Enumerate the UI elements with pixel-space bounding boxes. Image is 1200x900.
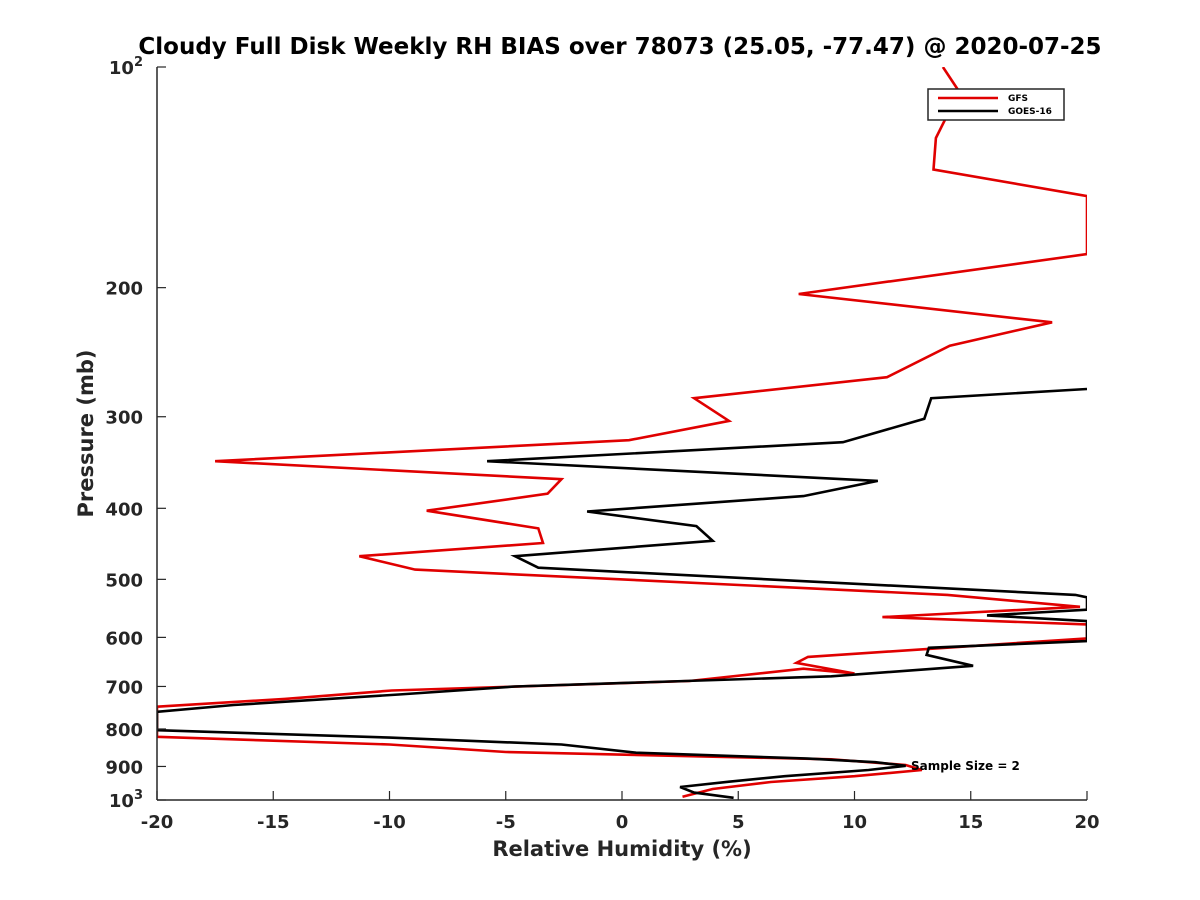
legend-label-gfs: GFS	[1008, 94, 1028, 104]
x-tick-label: 10	[842, 812, 867, 833]
y-tick-label: 102	[109, 55, 143, 79]
plot-area: -20 -15 -10 -5 0 5 10 15 20 102 200 300 400 500 600 700…	[105, 55, 1099, 833]
y-tick-label: 800	[105, 720, 143, 741]
y-tick-label: 500	[105, 570, 143, 591]
y-tick-label: 600	[105, 628, 143, 649]
series-line-gfs	[157, 67, 1087, 799]
y-tick-label: 900	[105, 757, 143, 778]
legend-label-goes-16: GOES-16	[1008, 107, 1052, 117]
y-axis-label: Pressure (mb)	[74, 350, 98, 518]
sample-size-annotation: Sample Size = 2	[911, 759, 1020, 773]
x-tick-label: -15	[257, 812, 290, 833]
legend-box	[927, 88, 1065, 121]
y-tick-label: 400	[105, 499, 143, 520]
x-tick-label: 0	[616, 812, 629, 833]
y-tick-label: 300	[105, 408, 143, 429]
chart-legend: GFS GOES-16	[927, 88, 1065, 121]
x-tick-label: -20	[141, 812, 174, 833]
plot-background	[157, 67, 1087, 800]
series-line-goes-16	[157, 387, 1087, 800]
x-tick-label: 15	[958, 812, 983, 833]
y-tick-label: 103	[109, 788, 143, 812]
x-tick-label: -5	[496, 812, 516, 833]
x-tick-label: -10	[373, 812, 406, 833]
x-tick-label: 5	[732, 812, 745, 833]
series-layer	[157, 67, 1087, 800]
y-tick-label: 200	[105, 279, 143, 300]
axes-layer: -20 -15 -10 -5 0 5 10 15 20 102 200 300 400 500 600 700…	[105, 55, 1099, 833]
x-axis-label: Relative Humidity (%)	[492, 837, 751, 861]
x-tick-label: 20	[1074, 812, 1099, 833]
chart-title: Cloudy Full Disk Weekly RH BIAS over 780…	[138, 34, 1101, 60]
y-tick-label: 700	[105, 677, 143, 698]
